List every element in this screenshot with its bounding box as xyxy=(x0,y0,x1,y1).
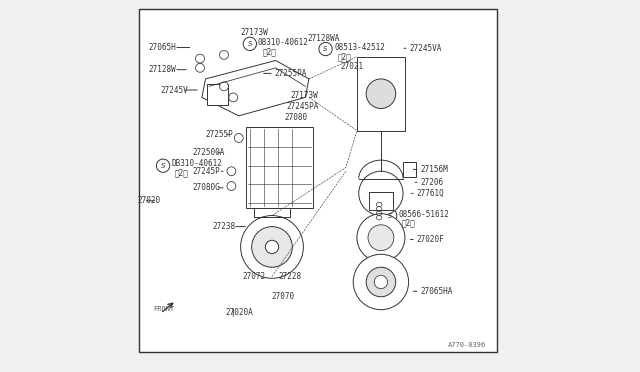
FancyBboxPatch shape xyxy=(139,9,497,352)
Text: 27156M: 27156M xyxy=(420,165,448,174)
Text: （2）: （2） xyxy=(402,218,416,227)
Text: FRONT: FRONT xyxy=(153,305,174,312)
Text: 27173W: 27173W xyxy=(241,28,268,37)
Text: （2）: （2） xyxy=(338,52,351,61)
Text: S: S xyxy=(323,46,328,52)
Text: 27228: 27228 xyxy=(279,272,302,281)
Circle shape xyxy=(374,275,388,289)
Text: 27021: 27021 xyxy=(340,61,364,71)
Text: 27255P: 27255P xyxy=(205,130,234,139)
Circle shape xyxy=(366,79,396,109)
Text: 27206: 27206 xyxy=(420,178,444,187)
Circle shape xyxy=(353,254,408,310)
Text: 27245PA: 27245PA xyxy=(287,102,319,111)
Circle shape xyxy=(359,171,403,215)
Text: 08566-51612: 08566-51612 xyxy=(398,209,449,219)
Circle shape xyxy=(220,51,228,60)
Text: 27128WA: 27128WA xyxy=(307,34,339,43)
Text: 27020A: 27020A xyxy=(226,308,253,317)
Text: 27255PA: 27255PA xyxy=(274,69,307,78)
Circle shape xyxy=(227,167,236,176)
Circle shape xyxy=(196,54,204,63)
Text: 27173W: 27173W xyxy=(291,91,318,100)
Text: 27020: 27020 xyxy=(137,196,161,205)
Circle shape xyxy=(357,214,405,262)
Text: A770-0396: A770-0396 xyxy=(448,342,486,348)
Text: 27128W: 27128W xyxy=(148,65,176,74)
Circle shape xyxy=(241,215,303,278)
Text: 27245P: 27245P xyxy=(193,167,220,176)
Text: DB310-40612: DB310-40612 xyxy=(172,159,222,169)
Circle shape xyxy=(366,267,396,297)
Circle shape xyxy=(220,82,228,91)
Text: S: S xyxy=(161,163,165,169)
FancyBboxPatch shape xyxy=(207,84,228,105)
Text: 27072: 27072 xyxy=(242,272,265,281)
Text: S: S xyxy=(248,41,252,47)
Text: 27245V: 27245V xyxy=(161,86,188,94)
Circle shape xyxy=(368,225,394,251)
Circle shape xyxy=(229,93,237,102)
Text: 27761Q: 27761Q xyxy=(417,189,445,198)
FancyBboxPatch shape xyxy=(403,162,416,177)
FancyBboxPatch shape xyxy=(357,57,405,131)
Text: （2）: （2） xyxy=(263,47,276,56)
Polygon shape xyxy=(202,61,309,116)
FancyBboxPatch shape xyxy=(246,127,312,208)
Text: S: S xyxy=(388,212,392,218)
Text: 27070: 27070 xyxy=(271,292,294,301)
Text: 27080G: 27080G xyxy=(193,183,220,192)
Text: 08513-42512: 08513-42512 xyxy=(334,43,385,52)
Circle shape xyxy=(196,63,204,72)
Text: 27065H: 27065H xyxy=(148,43,176,52)
Text: （2）: （2） xyxy=(174,169,188,177)
Circle shape xyxy=(227,182,236,190)
Circle shape xyxy=(266,240,278,254)
Text: 27065HA: 27065HA xyxy=(420,287,453,296)
Text: 27238: 27238 xyxy=(213,222,236,231)
Circle shape xyxy=(234,134,243,142)
Text: 272500A: 272500A xyxy=(193,148,225,157)
Text: 27245VA: 27245VA xyxy=(410,44,442,53)
Text: 27080: 27080 xyxy=(285,113,308,122)
Circle shape xyxy=(252,227,292,267)
FancyBboxPatch shape xyxy=(369,192,393,210)
Text: 27020F: 27020F xyxy=(417,235,445,244)
Text: 08310-40612: 08310-40612 xyxy=(258,38,309,47)
